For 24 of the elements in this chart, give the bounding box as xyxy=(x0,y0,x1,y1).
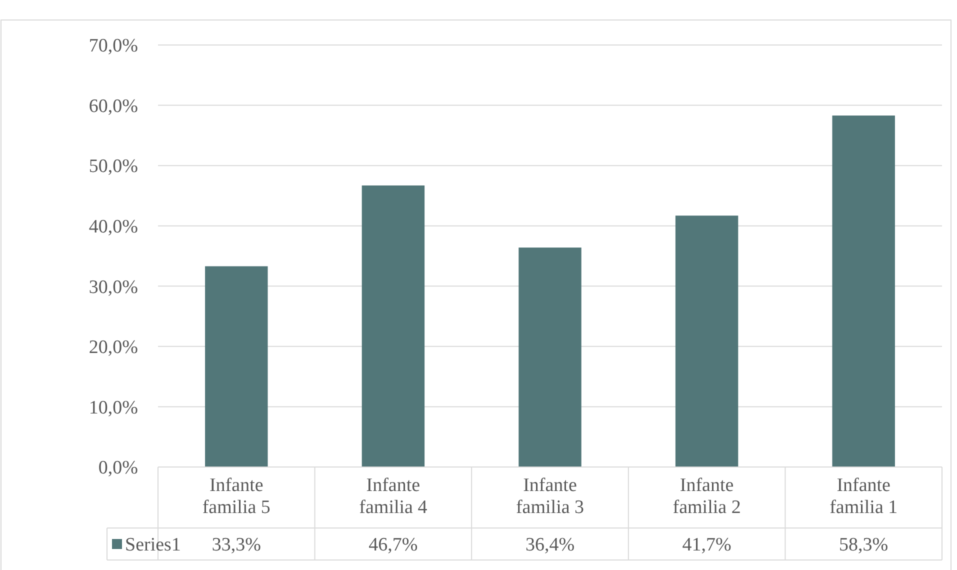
data-label: 36,4% xyxy=(525,534,575,556)
x-tick-label: Infante familia 3 xyxy=(516,475,584,518)
y-tick-label: 30,0% xyxy=(88,276,138,298)
y-tick-label: 20,0% xyxy=(88,337,138,358)
bar xyxy=(205,266,268,467)
y-tick-label: 40,0% xyxy=(88,216,138,238)
data-label: 41,7% xyxy=(682,534,732,556)
bar xyxy=(518,248,582,467)
data-label: 58,3% xyxy=(839,534,888,556)
y-tick-label: 70,0% xyxy=(88,36,138,57)
y-tick-label: 50,0% xyxy=(88,156,138,178)
legend-label: Series1 xyxy=(125,534,181,556)
bar xyxy=(675,216,738,467)
bar xyxy=(832,116,895,467)
x-tick-label: Infante familia 4 xyxy=(359,475,428,518)
y-tick-label: 0,0% xyxy=(98,458,138,479)
y-tick-label: 60,0% xyxy=(88,96,138,117)
x-tick-label: Infante familia 2 xyxy=(672,475,741,518)
data-label: 46,7% xyxy=(368,534,418,556)
x-tick-label: Infante familia 1 xyxy=(830,475,898,518)
data-label: 33,3% xyxy=(212,534,262,556)
y-tick-label: 10,0% xyxy=(88,397,138,418)
bar xyxy=(362,185,425,467)
x-tick-label: Infante familia 5 xyxy=(202,475,270,518)
